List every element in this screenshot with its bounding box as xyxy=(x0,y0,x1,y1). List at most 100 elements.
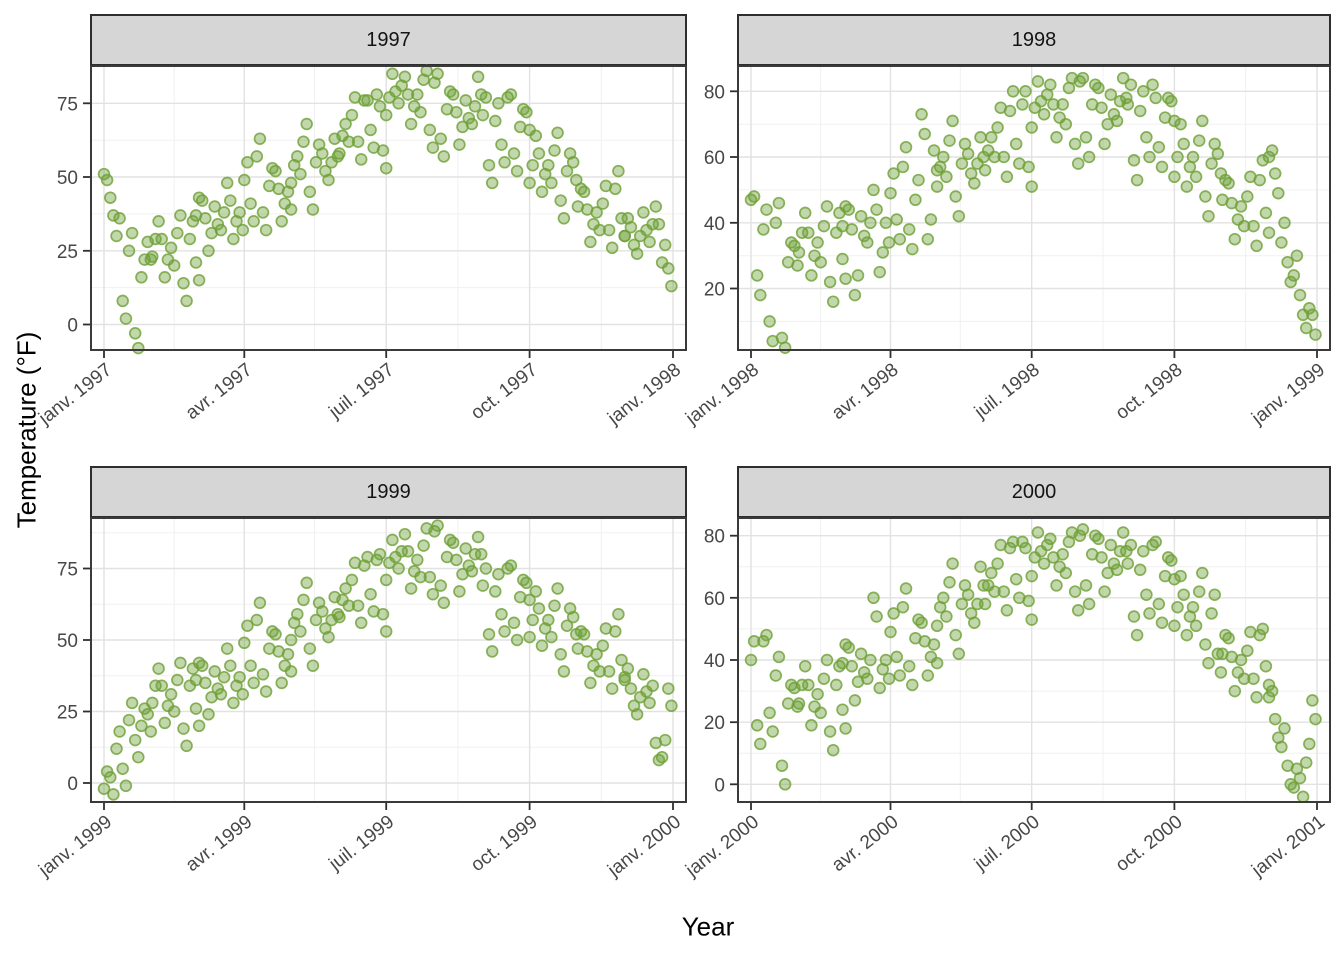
data-point xyxy=(902,659,916,673)
data-point xyxy=(220,176,234,190)
data-point xyxy=(174,656,187,670)
data-point xyxy=(769,669,783,682)
data-point xyxy=(1299,756,1313,769)
data-point xyxy=(943,134,956,147)
y-tick-label: 80 xyxy=(704,82,725,103)
x-tick-label: avr. 1999 xyxy=(182,811,257,876)
data-point xyxy=(498,625,511,638)
data-point xyxy=(171,226,184,240)
data-point xyxy=(431,67,444,81)
data-point xyxy=(395,79,408,92)
data-point xyxy=(820,653,834,667)
data-point xyxy=(627,238,641,252)
data-point xyxy=(479,562,493,575)
data-point xyxy=(997,150,1011,164)
data-point xyxy=(158,716,172,730)
data-point xyxy=(563,147,577,160)
data-point xyxy=(857,666,871,679)
data-point xyxy=(548,144,561,157)
data-point xyxy=(100,173,114,187)
data-point xyxy=(1290,762,1304,776)
data-point xyxy=(199,212,212,225)
y-tick-label: 20 xyxy=(704,713,725,734)
data-point xyxy=(104,191,117,204)
data-point xyxy=(988,585,1001,598)
facet-strip-1999: 1999 xyxy=(90,466,687,518)
data-point xyxy=(202,708,215,721)
data-point xyxy=(662,682,675,695)
data-point xyxy=(599,179,613,193)
data-point xyxy=(395,545,408,558)
data-point xyxy=(450,105,463,119)
data-point xyxy=(864,653,877,667)
facet-strip-1998: 1998 xyxy=(737,14,1331,66)
data-point xyxy=(211,682,225,695)
data-point xyxy=(985,131,998,144)
data-point xyxy=(1208,137,1221,151)
facet-2000: 2000 janv. 2000 avr. 2000 juil. 2000 oct. 2… xyxy=(681,466,1331,882)
data-point xyxy=(557,665,571,678)
data-point xyxy=(1104,88,1118,101)
x-tick-label: janv. 2001 xyxy=(1247,811,1329,881)
data-point xyxy=(110,229,123,243)
data-point xyxy=(431,519,444,532)
data-point xyxy=(186,215,200,228)
data-point xyxy=(1256,622,1270,636)
data-point xyxy=(485,176,499,190)
data-point xyxy=(791,259,804,272)
y-tick-label: 25 xyxy=(57,703,78,724)
data-point xyxy=(128,733,142,747)
facet-strip-label: 1999 xyxy=(366,480,411,503)
data-point xyxy=(116,762,129,775)
data-point xyxy=(119,779,133,793)
data-point xyxy=(912,613,925,626)
data-point xyxy=(342,135,356,148)
data-point xyxy=(1155,616,1169,629)
data-point xyxy=(1199,190,1212,203)
x-tick-label: juil. 2000 xyxy=(970,811,1044,875)
data-point xyxy=(1031,75,1045,88)
data-point xyxy=(339,582,352,595)
data-point xyxy=(1107,108,1121,121)
data-point xyxy=(110,742,123,755)
data-point xyxy=(1140,588,1153,601)
data-point xyxy=(997,585,1011,598)
data-point xyxy=(887,607,900,620)
data-point xyxy=(1071,604,1085,617)
data-point xyxy=(1120,91,1133,105)
data-point xyxy=(870,610,883,623)
data-point xyxy=(1168,114,1181,128)
x-tick-label: janv. 2000 xyxy=(603,811,685,881)
data-point xyxy=(1177,137,1190,151)
data-point xyxy=(593,665,606,678)
data-point xyxy=(1259,206,1273,220)
data-point xyxy=(554,194,567,207)
data-point xyxy=(596,197,610,210)
data-point xyxy=(192,719,206,733)
data-point xyxy=(848,694,862,707)
data-point xyxy=(224,659,237,672)
data-point xyxy=(367,605,380,618)
data-point xyxy=(1281,255,1294,269)
data-point xyxy=(814,255,827,269)
data-point xyxy=(971,597,984,611)
data-point xyxy=(927,144,941,157)
y-tick-label: 20 xyxy=(704,280,725,301)
data-point xyxy=(1205,607,1218,620)
data-point xyxy=(122,244,136,258)
data-point xyxy=(811,687,824,701)
data-point xyxy=(1196,566,1209,580)
data-point xyxy=(1130,173,1144,187)
data-point xyxy=(1040,538,1054,552)
data-point xyxy=(367,141,380,154)
data-point xyxy=(392,97,405,110)
data-point xyxy=(802,226,815,239)
data-point xyxy=(921,669,935,682)
data-point xyxy=(297,593,310,607)
data-point xyxy=(994,538,1007,552)
data-point xyxy=(964,607,978,620)
data-point xyxy=(906,678,919,692)
data-point xyxy=(404,117,418,131)
data-point xyxy=(303,642,317,655)
data-point xyxy=(526,613,539,627)
